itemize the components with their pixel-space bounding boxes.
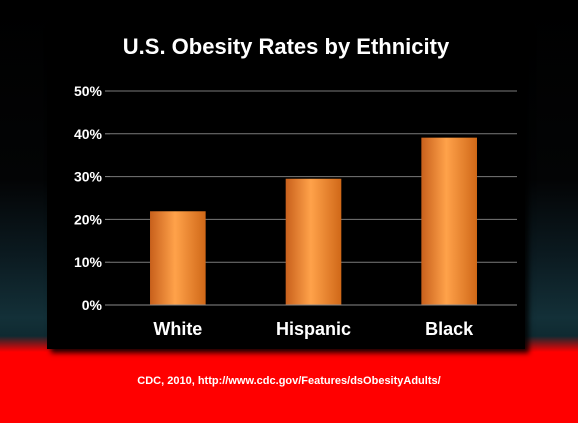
x-tick-label: Hispanic bbox=[276, 319, 351, 339]
x-axis-ticks: White Hispanic Black bbox=[153, 319, 474, 339]
y-tick-label: 30% bbox=[74, 169, 103, 185]
bar-chart: 0% 10% 20% 30% 40% 50% White Hispanic Black bbox=[74, 83, 517, 339]
y-tick-label: 20% bbox=[74, 211, 103, 227]
bar-hispanic bbox=[285, 178, 342, 305]
source-citation: CDC, 2010, http://www.cdc.gov/Features/d… bbox=[137, 375, 441, 387]
y-axis-ticks: 0% 10% 20% 30% 40% 50% bbox=[74, 83, 110, 313]
y-tick-label: 0% bbox=[82, 297, 103, 313]
bars bbox=[150, 137, 477, 305]
y-tick-label: 40% bbox=[74, 126, 103, 142]
chart-panel: U.S. Obesity Rates by Ethnicity 0% 10% 20%… bbox=[47, 24, 525, 349]
chart-title: U.S. Obesity Rates by Ethnicity bbox=[122, 34, 450, 59]
bar-black bbox=[421, 137, 477, 305]
y-tick-label: 50% bbox=[74, 83, 103, 99]
x-tick-label: White bbox=[153, 319, 202, 339]
bar-white bbox=[150, 211, 206, 305]
y-tick-label: 10% bbox=[74, 254, 103, 270]
x-tick-label: Black bbox=[425, 319, 474, 339]
